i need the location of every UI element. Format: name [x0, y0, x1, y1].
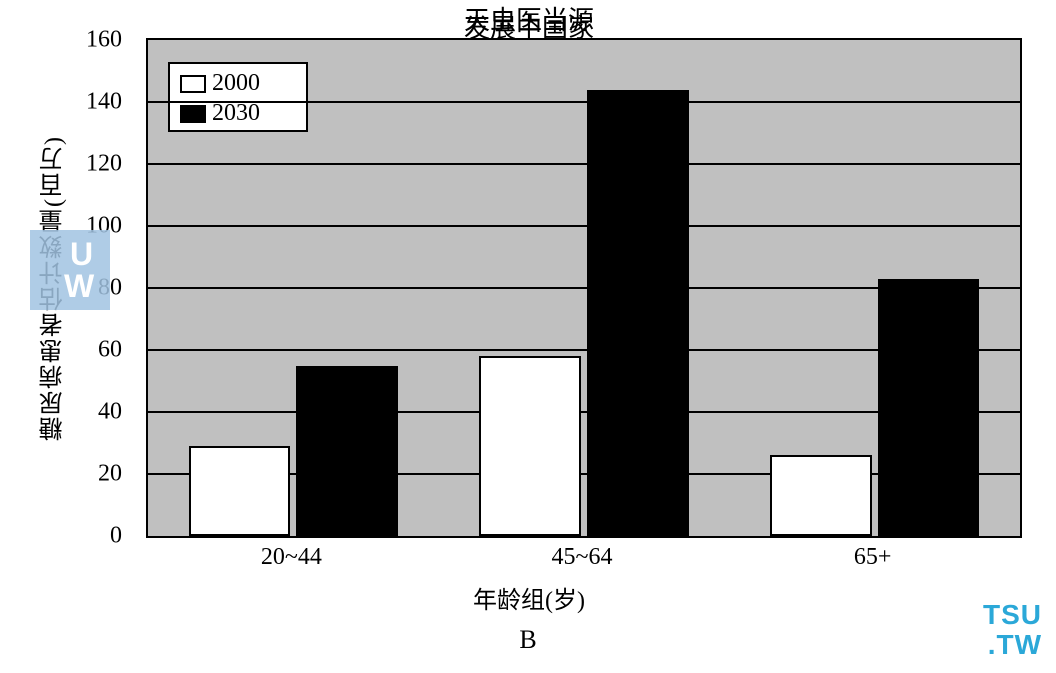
legend-item: 2000 — [180, 70, 260, 97]
x-tick-label: 45~64 — [552, 544, 613, 571]
bar — [296, 366, 398, 537]
watermark-logo-line2: .TW — [983, 630, 1042, 659]
watermark-box: U W — [30, 230, 110, 310]
chart-container: 天虫医当源 发展中国家 糖尿病患者估计数量(百万) 20002030 年龄组(岁… — [36, 0, 1022, 620]
x-axis-label: 年龄组(岁) — [36, 580, 1022, 615]
plot-area: 2000 2030 — [146, 38, 1022, 538]
y-tick-label: 20 — [68, 461, 122, 488]
y-tick-label: 40 — [68, 399, 122, 426]
legend-item: 2030 — [180, 100, 260, 127]
y-tick-label: 0 — [68, 523, 122, 550]
x-tick-label: 65+ — [854, 544, 892, 571]
x-tick-label: 20~44 — [261, 544, 322, 571]
bar — [770, 455, 872, 536]
watermark-logo-line1: TSU — [983, 600, 1042, 629]
legend: 2000 2030 — [168, 62, 308, 132]
legend-label: 2030 — [212, 100, 260, 127]
y-tick-label: 120 — [68, 151, 122, 178]
bar — [587, 90, 689, 536]
panel-label: B — [0, 625, 1056, 655]
bar — [189, 446, 291, 536]
y-tick-label: 60 — [68, 337, 122, 364]
y-tick-label: 140 — [68, 89, 122, 116]
bar — [479, 356, 581, 536]
y-tick-label: 160 — [68, 27, 122, 54]
watermark-w: W — [64, 268, 94, 305]
gridline — [148, 163, 1020, 165]
legend-label: 2000 — [212, 70, 260, 97]
bar — [878, 279, 980, 536]
gridline — [148, 101, 1020, 103]
legend-swatch — [180, 75, 206, 93]
legend-swatch — [180, 105, 206, 123]
gridline — [148, 225, 1020, 227]
watermark-logo: TSU .TW — [983, 600, 1042, 659]
